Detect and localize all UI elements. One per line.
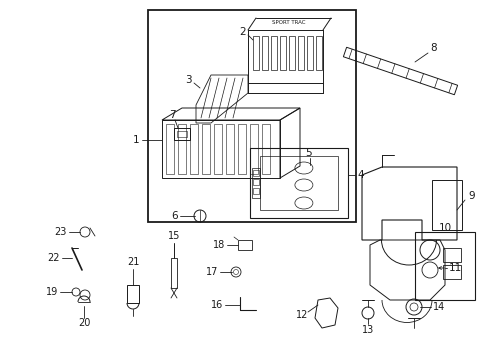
Text: 23: 23: [55, 227, 67, 237]
Bar: [249, 148, 347, 218]
Bar: [262, 124, 269, 174]
Bar: [252, 179, 259, 185]
Bar: [238, 124, 245, 174]
Text: 12: 12: [295, 310, 307, 320]
Bar: [260, 156, 337, 210]
Bar: [252, 170, 259, 176]
Text: 3: 3: [185, 75, 192, 85]
Bar: [174, 128, 190, 140]
Bar: [225, 124, 234, 174]
Text: 14: 14: [432, 302, 445, 312]
Bar: [238, 240, 251, 250]
Bar: [171, 258, 177, 288]
Text: 13: 13: [361, 325, 373, 335]
Bar: [431, 180, 461, 230]
Bar: [297, 36, 304, 70]
Text: SPORT TRAC: SPORT TRAC: [272, 21, 305, 26]
Text: 5: 5: [304, 148, 311, 158]
Text: 11: 11: [448, 263, 461, 273]
Bar: [414, 232, 474, 300]
Text: 7: 7: [168, 110, 175, 120]
Bar: [190, 124, 198, 174]
Bar: [214, 124, 222, 174]
Text: 9: 9: [467, 191, 474, 201]
Text: 1: 1: [132, 135, 139, 145]
Bar: [249, 124, 258, 174]
Text: 21: 21: [126, 257, 139, 267]
Bar: [177, 131, 186, 137]
Bar: [178, 124, 185, 174]
Bar: [252, 188, 259, 194]
Bar: [280, 36, 285, 70]
Text: 4: 4: [356, 170, 363, 180]
Bar: [262, 36, 267, 70]
Bar: [202, 124, 209, 174]
Bar: [270, 36, 276, 70]
Bar: [252, 36, 259, 70]
Text: 2: 2: [239, 27, 246, 37]
Bar: [442, 265, 460, 279]
Bar: [306, 36, 312, 70]
Text: 17: 17: [205, 267, 218, 277]
Text: 15: 15: [167, 231, 180, 241]
Bar: [288, 36, 294, 70]
Bar: [127, 285, 139, 303]
Text: 22: 22: [47, 253, 60, 263]
Text: 18: 18: [212, 240, 224, 250]
Bar: [162, 120, 280, 178]
Text: 10: 10: [438, 223, 450, 233]
Bar: [315, 36, 321, 70]
Text: 20: 20: [78, 318, 90, 328]
Text: 8: 8: [429, 43, 436, 53]
Bar: [165, 124, 174, 174]
Bar: [442, 248, 460, 262]
Bar: [251, 168, 260, 198]
Text: 6: 6: [171, 211, 178, 221]
Text: 16: 16: [210, 300, 223, 310]
Text: 19: 19: [46, 287, 58, 297]
Bar: [148, 10, 355, 222]
